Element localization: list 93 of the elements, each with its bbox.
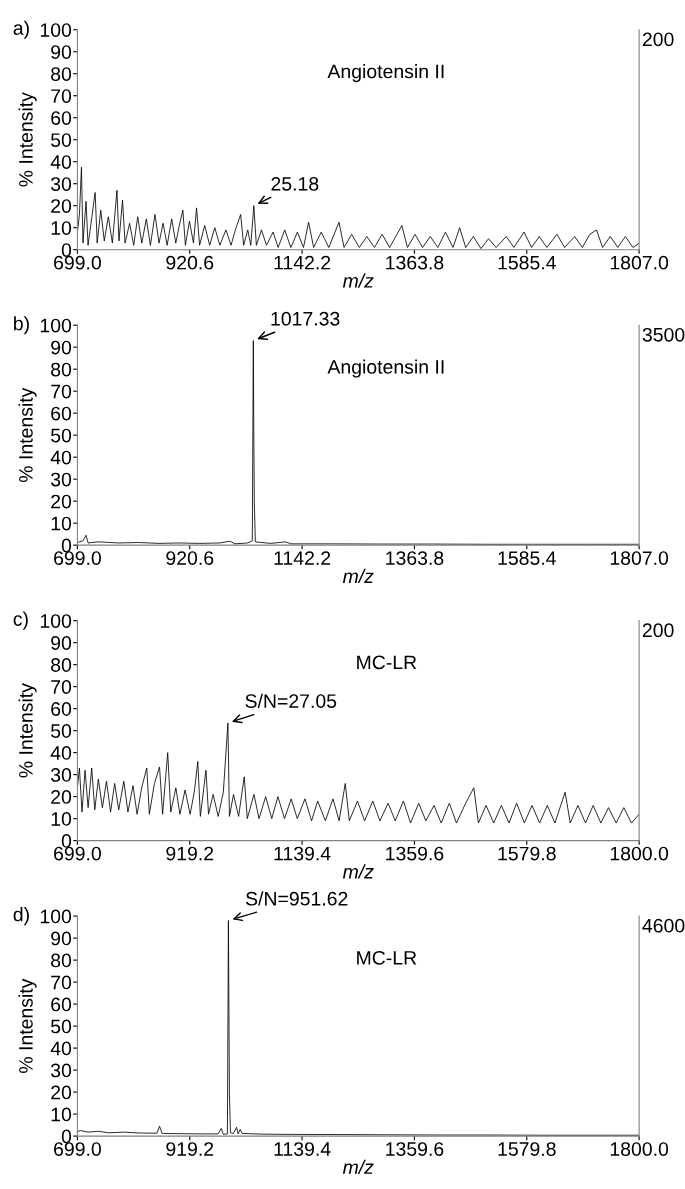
annotation: MC-LR <box>357 655 417 670</box>
x-tick-label: 1579.8 <box>498 846 556 861</box>
annotation: S/N=951.62 <box>245 891 348 906</box>
text: 4600 <box>642 918 685 933</box>
y-tick-label: 40 <box>50 746 72 760</box>
x-tick-label: 919.2 <box>166 1142 214 1156</box>
y-axis-title: % Intensity <box>18 683 37 778</box>
y-tick-label: 30 <box>50 472 72 487</box>
x-axis-title: m/z <box>342 273 374 288</box>
x-tick-label: 1139.4 <box>274 1142 331 1156</box>
y-tick-label: 60 <box>51 702 72 716</box>
x-axis-title: m/z <box>342 864 374 879</box>
y-tick-label: 10 <box>51 1107 72 1122</box>
x-axis-title: m/z <box>342 1159 374 1175</box>
y-tick-label: 80 <box>51 658 72 672</box>
y-tick-label: 30 <box>50 1063 72 1078</box>
x-tick-label: 1800.0 <box>610 1142 669 1156</box>
y-tick-label: 70 <box>51 384 72 399</box>
y-tick-label: 100 <box>40 23 72 37</box>
x-tick-label: 1579.8 <box>498 1142 556 1156</box>
chart-title: a) <box>13 20 29 39</box>
y-tick-label: 0 <box>61 1129 72 1144</box>
annotation: Angiotensin II <box>327 359 444 378</box>
chart-title: d) <box>13 907 29 926</box>
line-series <box>77 722 640 824</box>
x-tick-label: 699.0 <box>54 255 101 270</box>
y-tick-label: 20 <box>51 199 72 213</box>
y-tick-label: 70 <box>51 680 72 694</box>
y-tick-label: 90 <box>51 931 72 946</box>
x-tick-label: 1807.0 <box>610 551 669 565</box>
x-tick-label: 699.0 <box>54 551 101 565</box>
annotation: S/N=27.05 <box>245 693 337 708</box>
y-axis-title: % Intensity <box>18 387 37 483</box>
y-tick-label: 60 <box>51 997 72 1012</box>
text: 200 <box>642 623 674 638</box>
y-tick-label: 40 <box>50 155 72 169</box>
y-tick-label: 10 <box>51 812 72 826</box>
y-tick-label: 50 <box>51 428 72 443</box>
x-tick-label: 919.2 <box>166 846 214 861</box>
y-tick-label: 50 <box>51 724 72 738</box>
chart-title: b) <box>14 316 29 335</box>
y-tick-label: 20 <box>51 790 72 804</box>
y-tick-label: 10 <box>51 516 72 531</box>
y-tick-label: 0 <box>61 834 72 848</box>
annotation: 25.18 <box>271 176 319 191</box>
x-tick-label: 1585.4 <box>498 255 556 270</box>
y-tick-label: 50 <box>51 133 72 147</box>
x-tick-label: 1142.2 <box>274 551 331 565</box>
x-axis-title: m/z <box>342 568 374 584</box>
y-tick-label: 60 <box>51 111 72 125</box>
y-tick-label: 40 <box>50 1041 72 1056</box>
y-tick-label: 70 <box>51 89 72 103</box>
x-tick-label: 699.0 <box>54 1142 101 1156</box>
text: 200 <box>642 32 674 47</box>
x-tick-label: 1807.0 <box>610 255 669 270</box>
x-tick-label: 1800.0 <box>610 846 669 861</box>
annotation: Angiotensin II <box>327 64 444 83</box>
x-tick-label: 1363.8 <box>386 551 444 565</box>
y-tick-label: 40 <box>50 450 72 465</box>
y-tick-label: 20 <box>51 494 72 509</box>
x-tick-label: 1139.4 <box>274 846 331 861</box>
x-tick-label: 699.0 <box>54 846 101 861</box>
y-tick-label: 80 <box>51 362 72 377</box>
y-tick-label: 20 <box>51 1085 72 1100</box>
y-tick-label: 0 <box>61 538 72 553</box>
annotation: 1017.33 <box>271 311 340 326</box>
y-tick-label: 0 <box>61 243 72 257</box>
y-tick-label: 10 <box>51 221 72 235</box>
y-tick-label: 80 <box>51 953 72 968</box>
y-tick-label: 80 <box>51 67 72 81</box>
x-tick-label: 920.6 <box>166 551 214 565</box>
chart-title: c) <box>13 611 28 630</box>
x-tick-label: 1359.6 <box>386 1142 444 1156</box>
y-tick-label: 100 <box>40 909 72 924</box>
x-tick-label: 1363.8 <box>386 255 444 270</box>
y-tick-label: 50 <box>51 1019 72 1034</box>
annotation: MC-LR <box>357 950 417 965</box>
y-tick-label: 60 <box>51 406 72 421</box>
y-tick-label: 30 <box>50 768 72 782</box>
y-tick-label: 90 <box>51 636 72 650</box>
y-axis-title: % Intensity <box>18 92 37 187</box>
x-tick-label: 1142.2 <box>274 255 331 270</box>
x-tick-label: 1585.4 <box>498 551 556 565</box>
y-tick-label: 90 <box>51 340 72 355</box>
x-tick-label: 1359.6 <box>386 846 444 861</box>
y-tick-label: 30 <box>50 177 72 191</box>
y-tick-label: 90 <box>51 45 72 59</box>
y-tick-label: 100 <box>40 318 72 333</box>
text: 3500 <box>642 327 685 342</box>
y-tick-label: 70 <box>51 975 72 990</box>
y-axis-title: % Intensity <box>18 978 37 1073</box>
x-tick-label: 920.6 <box>166 255 214 270</box>
y-tick-label: 100 <box>40 614 72 628</box>
